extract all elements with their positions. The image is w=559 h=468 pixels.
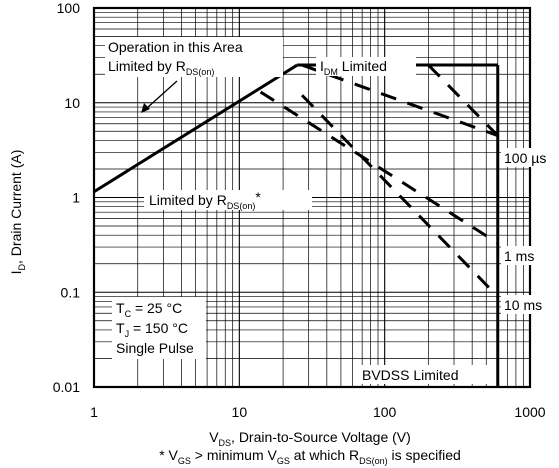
y-tick-label: 100: [57, 0, 81, 16]
single-pulse-label: Single Pulse: [116, 340, 194, 356]
operation-area-line1: Operation in this Area: [108, 39, 243, 55]
tj-label: TJ = 150 °C: [116, 320, 188, 339]
operation-area-line2: Limited by RDS(on): [108, 58, 214, 77]
x-axis-title: VDS, Drain-to-Source Voltage (V): [209, 429, 411, 448]
tick-labels: 1 10 100 1000 100 10 1 0.1 0.01: [53, 0, 546, 420]
footnote: * VGS > minimum VGS at which RDS(on) is …: [159, 447, 461, 466]
y-tick-label: 10: [64, 95, 80, 111]
bvdss-limited-label: BVDSS Limited: [362, 367, 458, 383]
series-line-1: [93, 63, 298, 194]
x-tick-label: 1: [90, 404, 98, 420]
label-1ms: 1 ms: [504, 248, 534, 264]
y-tick-label: 0.1: [61, 284, 81, 300]
arrow-line: [146, 80, 178, 109]
x-tick-label: 10: [232, 404, 248, 420]
series-line-5: [427, 63, 499, 137]
y-tick-label: 1: [72, 190, 80, 206]
series-line-6: [259, 90, 499, 245]
series-line-7: [300, 94, 499, 298]
tc-label: TC = 25 °C: [116, 300, 182, 319]
y-tick-label: 0.01: [53, 379, 80, 395]
idm-limited-label: IDM Limited: [320, 58, 387, 77]
x-tick-label: 100: [373, 404, 397, 420]
series-layer: [93, 63, 500, 387]
y-axis-title: ID, Drain Current (A): [8, 150, 27, 275]
series-line-4: [301, 63, 499, 138]
label-100us: 100 µs: [504, 150, 546, 166]
plot-frame: [92, 6, 532, 389]
label-10ms: 10 ms: [504, 297, 542, 313]
rdson-limited-label: Limited by RDS(on)*: [149, 189, 261, 211]
x-tick-label: 1000: [514, 404, 545, 420]
annotations: Operation in this Area Limited by RDS(on…: [105, 37, 551, 384]
arrow-head-icon: [141, 103, 150, 113]
